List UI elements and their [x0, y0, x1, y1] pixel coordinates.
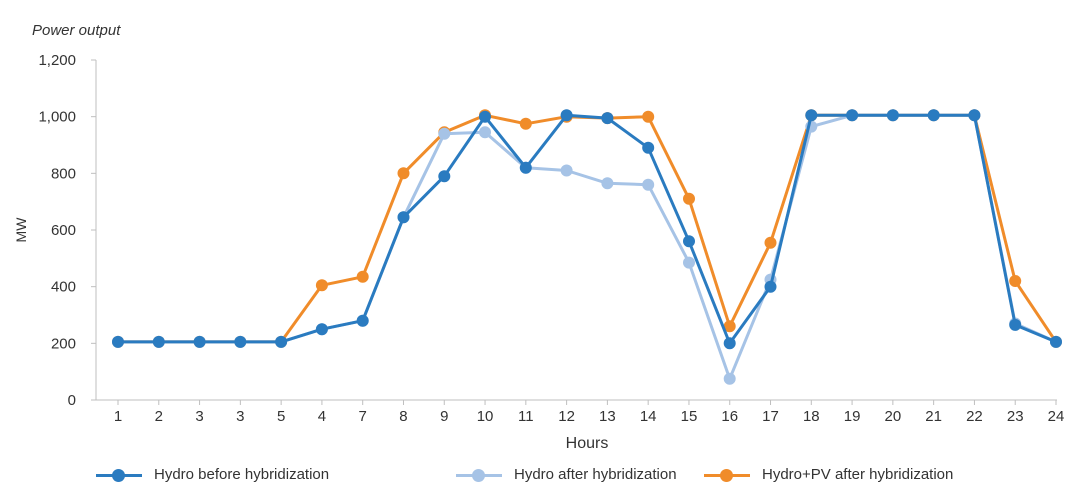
y-tick-label: 200: [51, 335, 76, 352]
legend-dot: [112, 468, 125, 482]
data-point-hydro-after-hybridization: [601, 177, 614, 190]
legend-label-hydro-after: Hydro after hybridization: [514, 466, 677, 483]
data-point-hydro-before-hybridization: [112, 335, 124, 348]
data-point-hydro-before-hybridization: [519, 161, 532, 174]
x-tick-label: 3: [195, 408, 203, 425]
power-output-chart: Power output MW Hours 0 200 400 600 800 1,000…: [13, 22, 1065, 452]
data-point-hydro-before-hybridization: [642, 141, 655, 154]
data-point-hydro-after-hybridization: [560, 164, 573, 177]
data-point-hydro-pv-after-hybridization: [683, 192, 695, 205]
data-point-hydro-before-hybridization: [764, 280, 777, 293]
data-point-hydro-after-hybridization: [723, 372, 736, 385]
data-point-hydro-before-hybridization: [479, 110, 491, 123]
data-point-hydro-pv-after-hybridization: [356, 270, 369, 283]
axes: [95, 60, 1057, 401]
y-tick-label: 600: [51, 222, 76, 239]
x-tick-label: 1: [114, 408, 122, 425]
data-point-hydro-before-hybridization: [1009, 318, 1022, 331]
x-tick-label: 7: [359, 408, 367, 425]
legend-swatch-hydro-pv: [704, 468, 750, 482]
x-tick-label: 4: [318, 408, 326, 425]
x-tick-label: 22: [966, 408, 983, 425]
data-point-hydro-before-hybridization: [968, 109, 981, 122]
legend-label-hydro-pv: Hydro+PV after hybridization: [762, 466, 954, 483]
x-tick-label: 5: [277, 408, 285, 425]
data-point-hydro-after-hybridization: [642, 178, 655, 191]
legend-item-hydro-before: Hydro before hybridization: [96, 466, 329, 483]
y-tick-label: 1,200: [38, 52, 76, 69]
x-tick-label: 18: [803, 408, 820, 425]
series-line-hydro-after-hybridization: [118, 113, 1057, 381]
y-axis-label: MW: [13, 217, 29, 243]
y-tick-label: 400: [51, 279, 76, 296]
data-point-hydro-before-hybridization: [886, 109, 899, 122]
x-tick-label: 21: [925, 408, 942, 425]
data-point-hydro-pv-after-hybridization: [764, 236, 777, 249]
data-point-hydro-pv-after-hybridization: [315, 279, 328, 292]
data-point-hydro-before-hybridization: [683, 235, 695, 248]
data-point-hydro-before-hybridization: [315, 323, 328, 336]
data-point-hydro-before-hybridization: [234, 335, 247, 348]
data-point-hydro-pv-after-hybridization: [642, 110, 655, 123]
data-point-hydro-after-hybridization: [438, 127, 451, 140]
x-tick-label: 13: [599, 408, 616, 425]
legend-item-hydro-pv: Hydro+PV after hybridization: [704, 466, 953, 483]
legend-label-hydro-before: Hydro before hybridization: [154, 466, 330, 483]
data-point-hydro-after-hybridization: [683, 256, 695, 269]
data-point-hydro-before-hybridization: [275, 335, 288, 348]
legend-item-hydro-after: Hydro after hybridization: [456, 466, 677, 483]
data-point-hydro-pv-after-hybridization: [519, 117, 532, 130]
data-point-hydro-after-hybridization: [479, 126, 491, 139]
x-tick-label: 10: [477, 408, 494, 425]
series-hydro-after-hybridization: [112, 109, 1062, 385]
series-hydro-before-hybridization: [112, 109, 1062, 350]
data-point-hydro-before-hybridization: [560, 109, 573, 122]
data-point-hydro-before-hybridization: [805, 109, 818, 122]
data-point-hydro-before-hybridization: [601, 112, 614, 125]
y-tick-label: 1,000: [38, 109, 76, 126]
y-tick-label: 800: [51, 165, 76, 182]
x-tick-label: 12: [558, 408, 575, 425]
x-tick-label: 17: [762, 408, 779, 425]
data-point-hydro-before-hybridization: [193, 335, 206, 348]
legend: Hydro before hybridization Hydro after h…: [96, 466, 1056, 488]
x-tick-label: 2: [155, 408, 163, 425]
y-tick-label: 0: [68, 392, 76, 409]
legend-dot: [472, 468, 485, 482]
data-point-hydro-pv-after-hybridization: [1009, 275, 1022, 287]
x-tick-label: 19: [844, 408, 861, 425]
data-point-hydro-before-hybridization: [438, 170, 451, 183]
x-axis-label: Hours: [566, 435, 609, 452]
data-point-hydro-before-hybridization: [723, 337, 736, 350]
x-tick-label: 24: [1048, 408, 1065, 425]
series-layer: [112, 109, 1062, 385]
data-point-hydro-before-hybridization: [152, 335, 165, 348]
series-hydro-pv-after-hybridization: [112, 109, 1062, 348]
data-point-hydro-before-hybridization: [927, 109, 940, 122]
x-axis-ticks: 1 2 3 3 5 4 7 8 9 10 11 12 13 14 15 16 17 18 19 20 21 22 23 24: [114, 400, 1065, 425]
data-point-hydro-before-hybridization: [1050, 335, 1062, 348]
series-line-hydro-pv-after-hybridization: [118, 113, 1058, 344]
x-tick-label: 14: [640, 408, 657, 425]
x-tick-label: 20: [885, 408, 902, 425]
x-tick-label: 23: [1007, 408, 1024, 425]
data-point-hydro-before-hybridization: [846, 109, 859, 122]
data-point-hydro-before-hybridization: [397, 211, 410, 224]
legend-dot: [720, 468, 733, 482]
legend-swatch-hydro-before: [96, 468, 142, 482]
x-tick-label: 11: [518, 408, 534, 425]
x-tick-label: 9: [440, 408, 448, 425]
data-point-hydro-before-hybridization: [356, 314, 369, 327]
legend-swatch-hydro-after: [456, 468, 502, 482]
y-axis-ticks: 0 200 400 600 800 1,000 1,200: [38, 52, 96, 409]
series-line-hydro-before-hybridization: [118, 113, 1057, 345]
x-tick-label: 8: [399, 408, 407, 425]
x-tick-label: 16: [721, 408, 738, 425]
x-tick-label: 15: [681, 408, 698, 425]
chart-title: Power output: [32, 22, 121, 39]
data-point-hydro-pv-after-hybridization: [723, 320, 736, 333]
x-tick-label: 3: [236, 408, 244, 425]
data-point-hydro-pv-after-hybridization: [397, 167, 410, 180]
